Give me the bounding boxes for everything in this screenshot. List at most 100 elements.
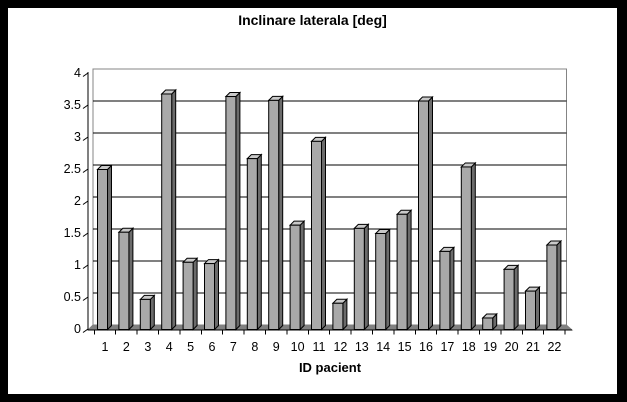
bar-front-face	[332, 302, 344, 331]
bar-front-face	[525, 290, 536, 331]
bar-pacient-8	[246, 153, 263, 331]
bar-side-face	[449, 246, 455, 331]
bar-side-face	[470, 161, 476, 331]
x-tick-label: 15	[398, 340, 412, 354]
bar-pacient-15	[395, 209, 413, 331]
bar-pacient-12	[331, 298, 349, 331]
bar-front-face	[182, 261, 194, 330]
bar-front-face	[439, 250, 451, 330]
x-tick-label: 16	[419, 340, 433, 354]
bar-pacient-16	[417, 95, 434, 331]
x-tick-label: 22	[547, 340, 561, 354]
bar-pacient-3	[139, 294, 156, 331]
bar-side-face	[513, 264, 519, 331]
bar-pacient-9	[267, 95, 284, 331]
bar-front-face	[311, 140, 322, 330]
x-tick-label: 6	[209, 340, 216, 354]
bar-pacient-17	[438, 246, 456, 331]
bar-side-face	[363, 223, 369, 331]
y-tick-label: 0	[74, 322, 81, 336]
bar-front-face	[161, 93, 173, 331]
bar-side-face	[321, 136, 326, 331]
bar-pacient-20	[502, 264, 520, 331]
x-tick-label: 11	[313, 340, 326, 354]
bar-side-face	[535, 285, 540, 331]
bar-front-face	[503, 268, 515, 330]
y-tick-label: 3	[74, 130, 81, 144]
bar-side-face	[385, 228, 391, 331]
bar-side-face	[128, 227, 134, 331]
bar-pacient-1	[96, 164, 113, 331]
y-tick-label: 1	[74, 258, 81, 272]
bar-side-face	[299, 219, 305, 331]
y-tick	[82, 232, 89, 237]
bar-front-face	[353, 227, 365, 331]
x-tick-label: 10	[291, 340, 305, 354]
bar-front-face	[289, 224, 301, 330]
bar-pacient-4	[160, 88, 177, 331]
x-tick-label: 14	[376, 340, 390, 354]
x-tick-label: 1	[102, 340, 109, 354]
bar-side-face	[278, 95, 284, 331]
bar-side-face	[214, 258, 219, 331]
plot-floor	[86, 324, 574, 331]
bar-pacient-11	[310, 136, 327, 331]
bar-front-face	[460, 166, 472, 330]
x-tick-label: 21	[526, 340, 540, 354]
bar-side-face	[342, 298, 348, 331]
y-tick-label: 3.5	[64, 98, 81, 112]
y-tick	[82, 136, 89, 141]
bar-pacient-10	[288, 219, 306, 331]
bar-front-face	[396, 213, 408, 330]
bar-side-face	[171, 88, 177, 331]
x-tick-label: 2	[123, 340, 130, 354]
x-tick-label: 17	[440, 340, 454, 354]
y-tick	[82, 328, 89, 333]
x-tick-label: 3	[144, 340, 151, 354]
x-axis-title: ID pacient	[298, 360, 362, 375]
y-tick-label: 0.5	[64, 290, 81, 304]
y-tick-label: 1.5	[64, 226, 81, 240]
x-tick-label: 4	[166, 340, 173, 354]
x-tick-label: 7	[230, 340, 237, 354]
x-tick-label: 9	[273, 340, 280, 354]
x-tick-label: 18	[462, 340, 476, 354]
bar-side-face	[556, 239, 562, 331]
bar-front-face	[246, 158, 258, 330]
y-tick	[82, 72, 89, 77]
bar-pacient-6	[203, 258, 220, 331]
bar-front-face	[225, 96, 237, 331]
bar-front-face	[118, 231, 130, 330]
y-tick-label: 2.5	[64, 162, 81, 176]
bar-side-face	[256, 153, 262, 331]
bar-side-face	[235, 91, 241, 331]
y-tick	[82, 296, 89, 301]
bar-pacient-13	[353, 223, 370, 331]
bar-pacient-7	[224, 91, 242, 331]
bar-pacient-21	[524, 285, 541, 331]
bar-pacient-2	[117, 227, 135, 331]
y-tick	[82, 264, 89, 269]
y-tick	[82, 104, 89, 109]
y-tick	[82, 200, 89, 205]
bar-pacient-19	[481, 312, 498, 331]
bar-front-face	[268, 99, 280, 330]
bar-side-face	[428, 95, 433, 331]
x-tick-label: 5	[187, 340, 194, 354]
y-tick	[82, 168, 89, 173]
y-tick-label: 2	[74, 194, 81, 208]
y-tick-label: 4	[74, 66, 81, 80]
bar-front-face	[204, 263, 215, 330]
x-tick-label: 13	[355, 340, 369, 354]
bar-chart-canvas: 43.532.521.510.501 2 3 4 5 6 7 8 9 10 11 12 13 14 15 16…	[64, 66, 574, 354]
bar-side-face	[149, 294, 155, 331]
x-tick-label: 19	[483, 340, 497, 354]
bar-front-face	[375, 233, 387, 330]
bar-front-face	[418, 100, 429, 330]
chart-title: Inclinare laterala [deg]	[238, 12, 387, 28]
bar-pacient-18	[460, 161, 477, 331]
bar-pacient-14	[374, 228, 391, 331]
bar-pacient-22	[545, 239, 563, 331]
bar-side-face	[107, 164, 112, 331]
